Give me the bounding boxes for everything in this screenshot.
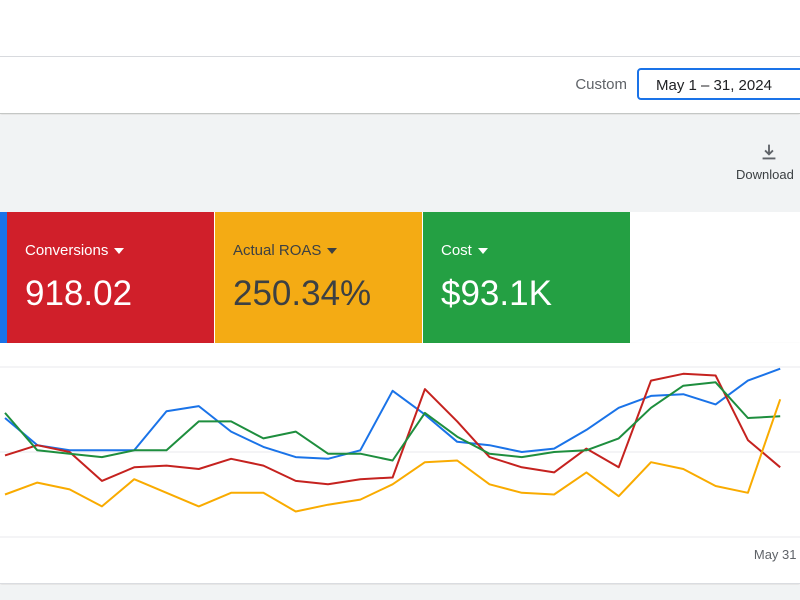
download-button[interactable]: Download [736, 141, 800, 182]
footer [0, 585, 800, 600]
card-edge [0, 212, 7, 343]
metric-label: Cost [441, 242, 488, 259]
x-tick-label: May 31 [754, 547, 797, 562]
series-line [4, 381, 781, 462]
chart: May 31 [0, 366, 800, 562]
toolbar [0, 115, 800, 212]
metric-card[interactable]: Cost $93.1K [423, 212, 630, 343]
metric-value: 918.02 [25, 274, 133, 313]
date-bar: Custom May 1 – 31, 2024 [0, 57, 800, 114]
series-line [4, 367, 781, 460]
download-label: Download [736, 167, 794, 182]
date-picker[interactable]: May 1 – 31, 2024 [637, 68, 800, 100]
metric-value: 250.34% [233, 274, 372, 313]
dropdown-arrow [477, 248, 488, 255]
range-label: Custom [575, 76, 627, 93]
metric-name: Actual ROAS [233, 242, 322, 259]
dropdown-arrow [327, 248, 338, 255]
series-line [4, 398, 782, 513]
metric-card[interactable]: Actual ROAS 250.34% [215, 212, 422, 343]
metric-label: Conversions [25, 242, 125, 259]
series-line [4, 372, 781, 486]
metric-card[interactable]: Conversions 918.02 [7, 212, 214, 343]
chart-panel: May 31 [0, 343, 800, 584]
download-icon [762, 144, 776, 160]
metric-value: $93.1K [441, 274, 552, 313]
dropdown-arrow [114, 248, 125, 255]
top-bar [0, 0, 800, 57]
metric-name: Cost [441, 242, 472, 259]
metric-name: Conversions [25, 242, 109, 259]
metric-label: Actual ROAS [233, 242, 338, 259]
